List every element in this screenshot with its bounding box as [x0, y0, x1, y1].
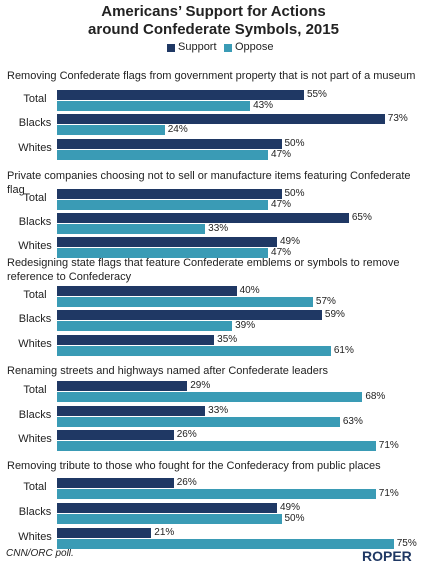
- legend-label: Support: [178, 41, 217, 53]
- logo: ROPER: [362, 548, 412, 564]
- value-label: 24%: [167, 123, 188, 135]
- value-label: 59%: [324, 309, 345, 320]
- bar: [57, 199, 269, 210]
- bar: [57, 237, 277, 247]
- value-label: 26%: [176, 477, 197, 488]
- value-label: 75%: [396, 537, 417, 549]
- bar: [57, 391, 363, 402]
- category-label: Total: [23, 289, 47, 301]
- category-label: Blacks: [18, 313, 52, 325]
- value-label: 71%: [378, 439, 399, 451]
- panel-title: Private companies choosing not to sell o…: [7, 170, 411, 196]
- panel-title: Redesigning state flags that feature Con…: [7, 257, 400, 283]
- bar: [57, 296, 313, 307]
- bar: [57, 213, 349, 223]
- category-label: Blacks: [18, 216, 52, 228]
- bar: [57, 90, 304, 100]
- bar: [57, 513, 282, 524]
- bar: [57, 124, 165, 135]
- bar: [57, 286, 237, 296]
- category-label: Total: [23, 93, 47, 105]
- bar: [57, 528, 152, 538]
- value-label: 47%: [271, 198, 292, 210]
- panel-title: Removing tribute to those who fought for…: [7, 460, 381, 472]
- category-label: Blacks: [18, 117, 52, 129]
- value-label: 57%: [315, 295, 336, 307]
- bar: [57, 247, 269, 258]
- value-label: 71%: [378, 487, 399, 499]
- category-label: Whites: [18, 338, 52, 350]
- panel-title: Renaming streets and highways named afte…: [7, 365, 329, 377]
- value-label: 55%: [306, 89, 327, 100]
- value-label: 61%: [333, 344, 354, 356]
- value-label: 47%: [271, 148, 292, 160]
- chart-title: Americans’ Support for Actions around Co…: [88, 3, 339, 38]
- bar: [57, 503, 277, 513]
- value-label: 43%: [253, 99, 274, 111]
- bar: [57, 381, 188, 391]
- value-label: 47%: [271, 246, 292, 258]
- legend-swatch: [167, 44, 175, 52]
- value-label: 40%: [239, 285, 260, 296]
- bar: [57, 406, 206, 416]
- value-label: 35%: [217, 334, 238, 345]
- category-label: Blacks: [18, 409, 52, 421]
- bar: [57, 310, 322, 320]
- bar: [57, 114, 385, 124]
- value-label: 50%: [284, 188, 305, 199]
- source: CNN/ORC poll.: [6, 548, 74, 559]
- category-label: Total: [23, 481, 47, 493]
- value-label: 33%: [208, 405, 229, 416]
- bar: [57, 538, 394, 549]
- value-label: 26%: [176, 429, 197, 440]
- bar: [57, 223, 206, 234]
- category-label: Whites: [18, 142, 52, 154]
- bar: [57, 430, 174, 440]
- bar: [57, 100, 251, 111]
- legend-label: Oppose: [235, 41, 274, 53]
- value-label: 73%: [387, 113, 408, 124]
- bar: [57, 345, 331, 356]
- bar: [57, 440, 376, 451]
- value-label: 65%: [351, 212, 372, 223]
- bar: [57, 139, 282, 149]
- value-label: 29%: [190, 380, 211, 391]
- value-label: 21%: [154, 527, 175, 538]
- value-label: 39%: [235, 319, 256, 331]
- bar: [57, 335, 215, 345]
- value-label: 50%: [284, 512, 305, 524]
- panel-title: Removing Confederate flags from governme…: [7, 70, 416, 82]
- value-label: 33%: [208, 222, 229, 234]
- bar: [57, 416, 340, 427]
- category-label: Blacks: [18, 506, 52, 518]
- value-label: 50%: [284, 138, 305, 149]
- category-label: Total: [23, 384, 47, 396]
- bar: [57, 189, 282, 199]
- value-label: 68%: [365, 390, 386, 402]
- legend-swatch: [224, 44, 232, 52]
- category-label: Total: [23, 192, 47, 204]
- bar: [57, 149, 269, 160]
- value-label: 63%: [342, 415, 363, 427]
- bar: [57, 478, 174, 488]
- value-label: 49%: [280, 502, 301, 513]
- category-label: Whites: [18, 433, 52, 445]
- bar: [57, 488, 376, 499]
- category-label: Whites: [18, 531, 52, 543]
- bar: [57, 320, 233, 331]
- category-label: Whites: [18, 240, 52, 252]
- value-label: 49%: [280, 236, 301, 247]
